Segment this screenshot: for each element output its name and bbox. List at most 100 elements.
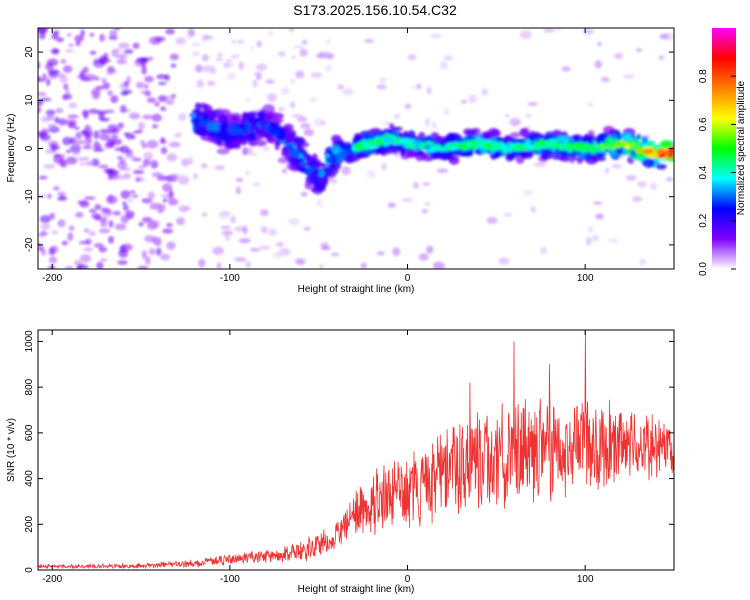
noise-blob	[108, 219, 114, 228]
noise-blob	[426, 245, 434, 254]
noise-blob	[222, 62, 235, 68]
noise-blob	[543, 28, 556, 33]
noise-blob	[206, 80, 216, 87]
ridge-core	[429, 145, 438, 152]
noise-blob	[124, 154, 137, 159]
noise-blob	[401, 198, 413, 202]
noise-blob	[392, 247, 401, 257]
y-tick-label: -10	[24, 189, 35, 204]
noise-blob	[304, 226, 311, 231]
noise-blob	[99, 133, 111, 141]
ridge-core	[366, 141, 376, 147]
noise-blob	[141, 217, 153, 223]
noise-blob	[39, 215, 51, 224]
noise-blob	[143, 159, 156, 165]
spectrogram-x-label: Height of straight line (km)	[298, 284, 415, 295]
noise-blob	[65, 149, 72, 154]
ridge-blob	[559, 156, 572, 162]
ridge-blob	[208, 109, 218, 120]
snr-series-line	[38, 330, 674, 570]
noise-blob	[102, 82, 111, 90]
noise-blob	[290, 101, 295, 109]
noise-blob	[263, 145, 270, 152]
noise-blob	[234, 256, 247, 263]
noise-blob	[82, 145, 93, 150]
noise-blob	[167, 198, 179, 206]
ridge-blob	[463, 128, 473, 136]
ridge-core	[579, 145, 587, 152]
noise-blob	[141, 198, 153, 204]
noise-blob	[114, 28, 120, 31]
noise-blob	[119, 109, 131, 113]
noise-blob	[143, 84, 149, 89]
noise-blob	[127, 198, 132, 203]
noise-blob	[220, 225, 232, 230]
y-tick-label: 600	[24, 424, 35, 441]
noise-blob	[128, 112, 141, 120]
noise-blob	[69, 137, 77, 145]
noise-blob	[317, 198, 322, 208]
noise-blob	[79, 254, 92, 263]
noise-blob	[253, 72, 263, 76]
noise-blob	[146, 97, 156, 103]
noise-blob	[49, 144, 60, 151]
noise-blob	[235, 186, 242, 195]
noise-blob	[38, 99, 44, 107]
noise-blob	[133, 130, 139, 134]
ridge-core	[449, 144, 456, 148]
noise-blob	[92, 143, 98, 149]
noise-blob	[416, 83, 422, 90]
noise-blob	[212, 246, 224, 256]
noise-blob	[39, 133, 51, 142]
ridge-core	[459, 142, 468, 146]
ridge-core	[466, 142, 473, 147]
noise-blob	[203, 35, 214, 40]
noise-blob	[83, 196, 96, 200]
noise-blob	[215, 57, 223, 62]
ridge-core	[656, 150, 663, 156]
ridge-blob	[274, 118, 284, 123]
noise-blob	[91, 212, 102, 219]
ridge-core	[423, 144, 432, 150]
noise-blob	[226, 72, 237, 81]
ridge-core	[533, 143, 539, 149]
noise-blob	[149, 36, 162, 45]
noise-blob	[45, 109, 56, 116]
noise-blob	[68, 225, 75, 231]
noise-blob	[58, 195, 66, 200]
noise-blob	[201, 53, 209, 62]
noise-blob	[114, 147, 125, 152]
noise-blob	[48, 69, 60, 76]
y-tick-label: 0	[24, 567, 35, 573]
noise-blob	[165, 28, 175, 35]
noise-blob	[275, 241, 284, 248]
ridge-blob	[253, 131, 266, 137]
ridge-blob	[193, 118, 199, 127]
noise-blob	[91, 158, 100, 167]
noise-blob	[249, 248, 261, 252]
noise-blob	[83, 110, 89, 120]
noise-blob	[316, 52, 327, 59]
ridge-blob	[320, 163, 327, 168]
noise-blob	[47, 123, 57, 128]
ridge-blob	[248, 111, 260, 117]
ridge-blob	[641, 136, 648, 144]
noise-blob	[256, 63, 268, 71]
y-tick-label: 400	[24, 470, 35, 487]
noise-blob	[89, 50, 97, 55]
noise-blob	[251, 152, 258, 156]
ridge-blob	[206, 122, 219, 132]
noise-blob	[230, 54, 241, 59]
noise-blob	[592, 201, 603, 205]
ridge-blob	[576, 156, 583, 164]
noise-blob	[175, 37, 186, 45]
noise-blob	[38, 61, 41, 69]
noise-blob	[185, 34, 192, 39]
noise-blob	[50, 49, 61, 54]
noise-blob	[218, 211, 230, 220]
noise-blob	[93, 242, 104, 248]
noise-blob	[181, 158, 190, 167]
colorbar-tick-label: 0.8	[698, 69, 709, 83]
noise-blob	[68, 102, 78, 109]
